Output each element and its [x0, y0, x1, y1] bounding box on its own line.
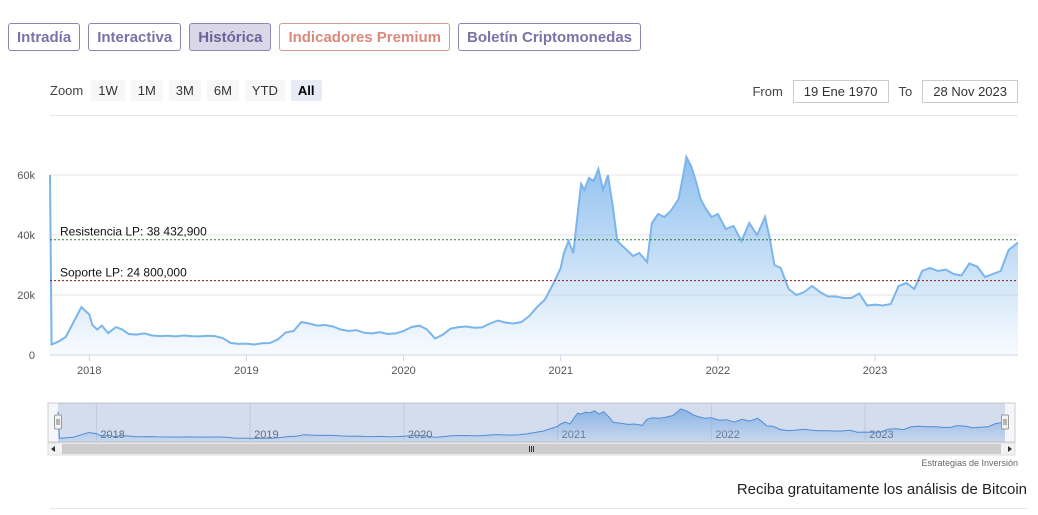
navigator-area: [58, 408, 1005, 442]
to-date-input[interactable]: 28 Nov 2023: [922, 80, 1018, 103]
zoom-selector: Zoom 1W 1M 3M 6M YTD All: [50, 80, 322, 101]
support-label: Soporte LP: 24 800,000: [60, 266, 187, 280]
y-tick-label: 60k: [17, 170, 35, 182]
y-tick-label: 40k: [17, 230, 35, 242]
scroll-left-icon[interactable]: [51, 446, 55, 452]
zoom-ytd-button[interactable]: YTD: [244, 80, 285, 101]
reference-lines: Resistencia LP: 38 432,900 Soporte LP: 24…: [50, 225, 1018, 282]
tab-bar: Intradía Interactiva Histórica Indicador…: [8, 23, 642, 51]
scroll-right-icon[interactable]: [1008, 446, 1012, 452]
bitcoin-analysis-cta[interactable]: Reciba gratuitamente los análisis de Bit…: [736, 481, 1027, 498]
from-date-input[interactable]: 19 Ene 1970: [792, 80, 889, 103]
zoom-6m-button[interactable]: 6M: [206, 80, 239, 101]
resistance-label: Resistencia LP: 38 432,900: [60, 225, 207, 239]
x-tick-label: 2021: [548, 365, 572, 377]
tab-indicadores-premium[interactable]: Indicadores Premium: [279, 23, 450, 51]
from-label: From: [752, 84, 783, 99]
x-tick-label: 2018: [77, 365, 101, 377]
zoom-1m-button[interactable]: 1M: [130, 80, 163, 101]
navigator-line: [57, 408, 1006, 439]
x-tick-label: 2020: [391, 365, 415, 377]
divider: [50, 508, 1028, 509]
zoom-1w-button[interactable]: 1W: [91, 80, 125, 101]
zoom-3m-button[interactable]: 3M: [168, 80, 201, 101]
tab-historica[interactable]: Histórica: [189, 23, 272, 51]
navigator-handle[interactable]: [1001, 414, 1009, 430]
zoom-all-button[interactable]: All: [290, 80, 322, 101]
navigator-handle[interactable]: [54, 414, 62, 430]
zoom-label: Zoom: [50, 83, 84, 98]
tab-boletin-criptomonedas[interactable]: Boletín Criptomonedas: [458, 23, 642, 51]
x-tick-label: 2022: [706, 365, 730, 377]
price-area: [50, 157, 1018, 355]
y-tick-label: 20k: [17, 290, 35, 302]
to-label: To: [898, 84, 913, 99]
y-axis: 0 20k 40k 60k: [17, 170, 35, 362]
navigator-selection: [58, 403, 1005, 442]
x-tick-label: 2023: [863, 365, 887, 377]
price-line: [49, 153, 1019, 347]
y-tick-label: 0: [29, 350, 35, 362]
x-axis: 2018 2019 2020 2021 2022 2023: [50, 354, 1018, 377]
tab-interactiva[interactable]: Interactiva: [88, 23, 182, 51]
tab-intradia[interactable]: Intradía: [8, 23, 81, 51]
chart-credit: Estrategias de Inversión: [921, 458, 1018, 468]
divider: [50, 115, 1018, 116]
date-range-selector: From 19 Ene 1970 To 28 Nov 2023: [752, 80, 1018, 103]
x-tick-label: 2019: [234, 365, 258, 377]
